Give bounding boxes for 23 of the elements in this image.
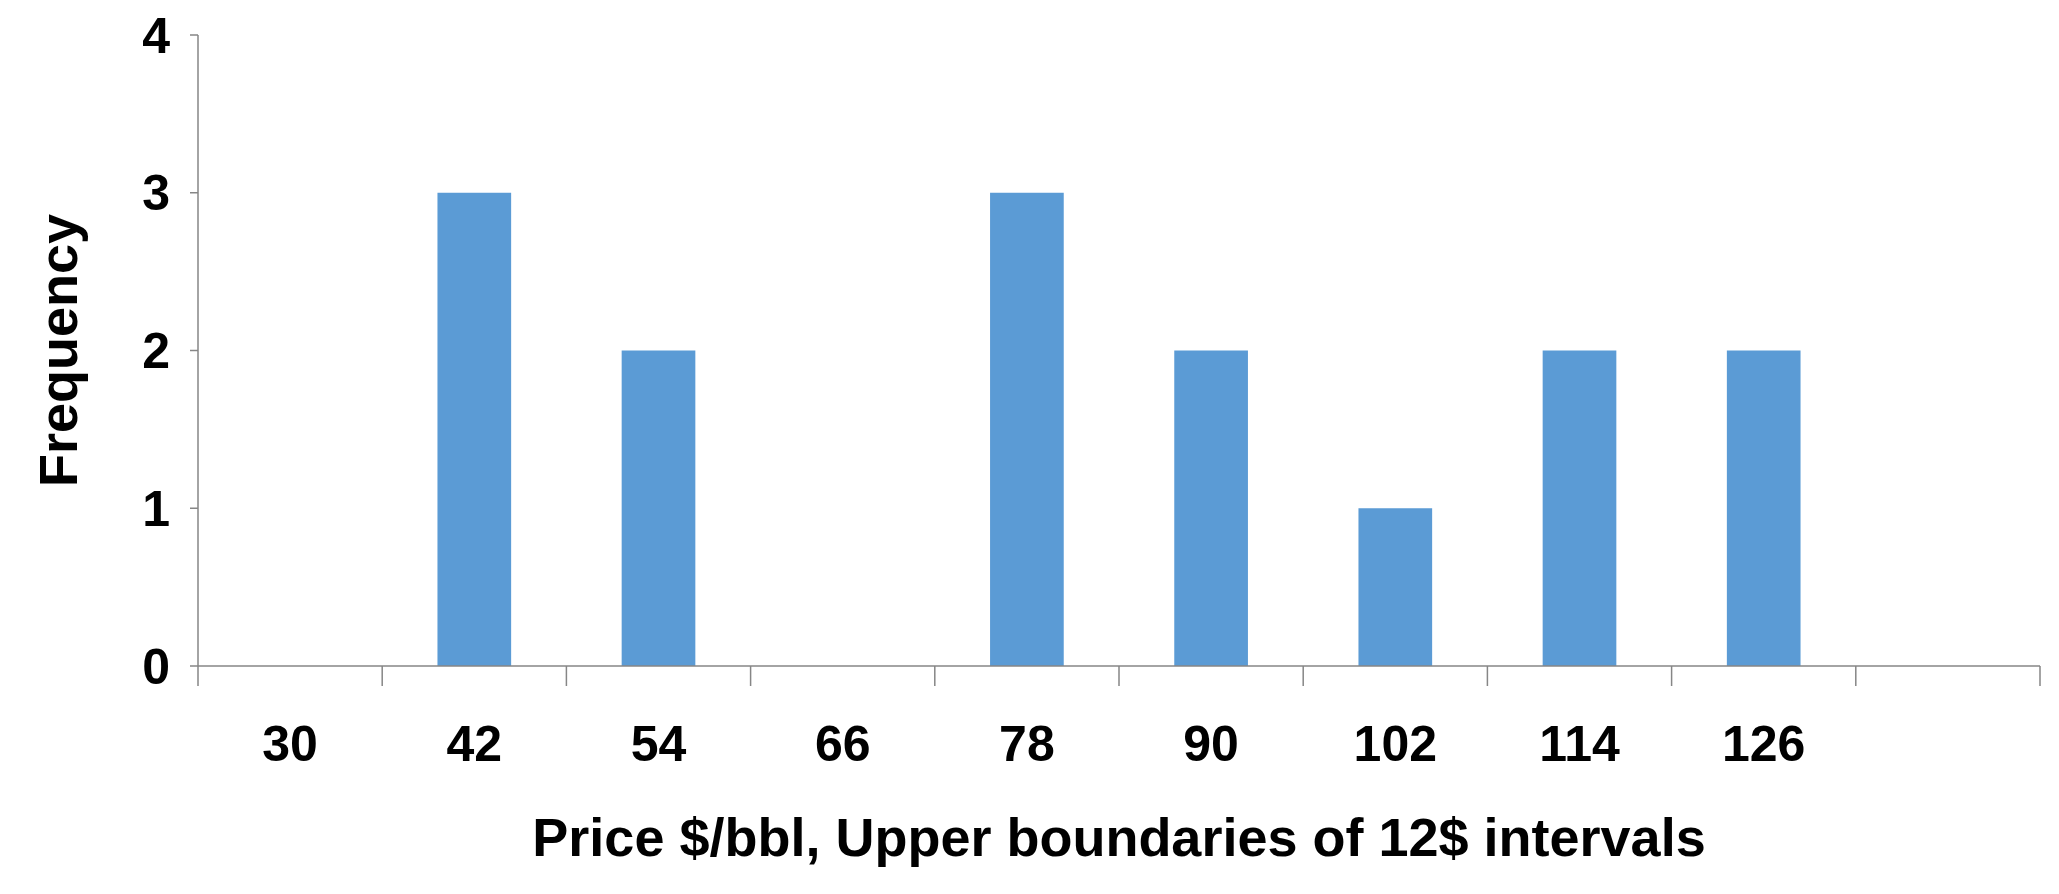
x-axis-title: Price $/bbl, Upper boundaries of 12$ intervals xyxy=(532,807,1706,867)
bar xyxy=(1174,350,1248,666)
y-tick-label: 0 xyxy=(142,638,170,695)
x-tick-label: 102 xyxy=(1353,716,1438,772)
bar xyxy=(1358,508,1433,666)
bar xyxy=(990,192,1064,666)
y-tick-label: 4 xyxy=(142,7,171,64)
x-tick-label: 42 xyxy=(446,716,503,772)
y-tick-label: 1 xyxy=(142,480,170,537)
x-tick-label: 114 xyxy=(1539,716,1621,772)
bar xyxy=(621,350,696,666)
x-tick-label: 30 xyxy=(262,716,318,772)
x-tick-label: 90 xyxy=(1183,716,1239,772)
x-tick-label: 78 xyxy=(999,716,1055,772)
bar xyxy=(1542,350,1617,666)
x-tick-label: 126 xyxy=(1721,716,1806,772)
x-tick-label: 66 xyxy=(814,716,871,772)
y-axis-title: Frequency xyxy=(27,213,88,488)
y-tick-label: 2 xyxy=(142,323,170,379)
bar xyxy=(437,192,512,666)
bar xyxy=(1726,350,1801,666)
y-tick-label: 3 xyxy=(142,165,170,222)
x-tick-label: 54 xyxy=(630,716,687,772)
